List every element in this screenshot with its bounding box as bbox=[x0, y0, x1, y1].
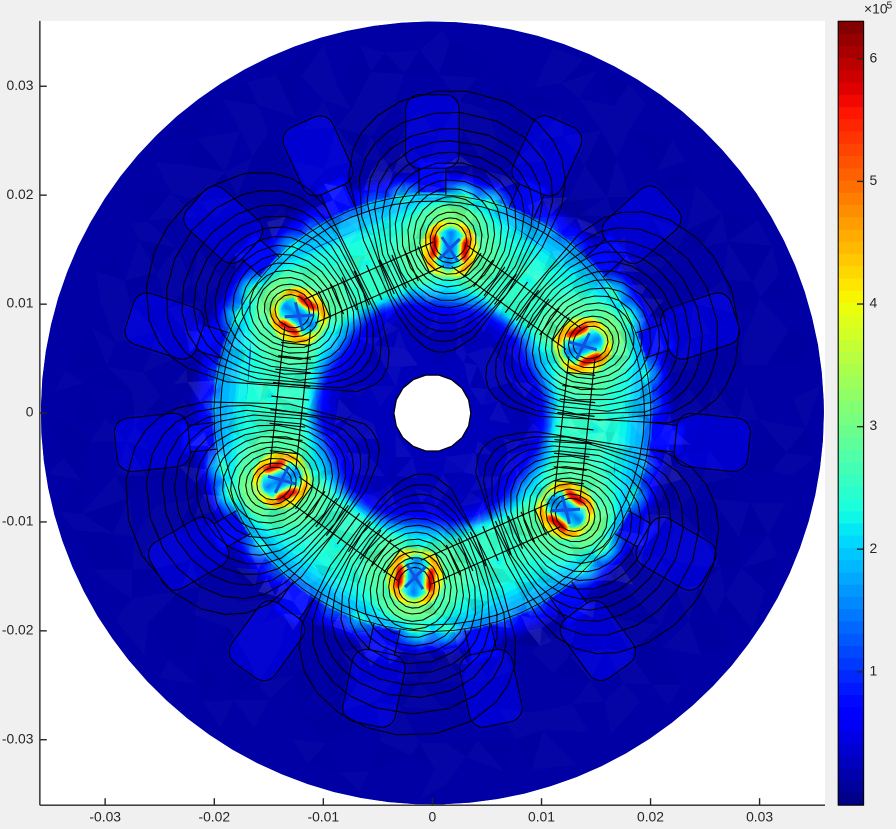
svg-text:0: 0 bbox=[26, 404, 34, 420]
svg-text:6: 6 bbox=[869, 49, 877, 65]
svg-text:0.02: 0.02 bbox=[637, 809, 664, 825]
svg-text:0.01: 0.01 bbox=[6, 295, 33, 311]
svg-text:1: 1 bbox=[869, 662, 877, 678]
svg-text:2: 2 bbox=[869, 540, 877, 556]
svg-text:3: 3 bbox=[869, 417, 877, 433]
svg-text:-0.03: -0.03 bbox=[2, 730, 34, 746]
svg-text:-0.03: -0.03 bbox=[89, 809, 121, 825]
svg-text:0.01: 0.01 bbox=[528, 809, 555, 825]
svg-text:0.02: 0.02 bbox=[6, 186, 33, 202]
svg-text:0.03: 0.03 bbox=[746, 809, 773, 825]
svg-text:-0.01: -0.01 bbox=[307, 809, 339, 825]
svg-text:5: 5 bbox=[887, 0, 893, 11]
svg-text:0: 0 bbox=[429, 809, 437, 825]
svg-text:5: 5 bbox=[869, 172, 877, 188]
svg-text:-0.01: -0.01 bbox=[2, 512, 34, 528]
svg-text:-0.02: -0.02 bbox=[2, 621, 34, 637]
svg-text:×10: ×10 bbox=[864, 1, 888, 17]
svg-text:-0.02: -0.02 bbox=[198, 809, 230, 825]
svg-text:0.03: 0.03 bbox=[6, 77, 33, 93]
svg-text:4: 4 bbox=[869, 295, 877, 311]
